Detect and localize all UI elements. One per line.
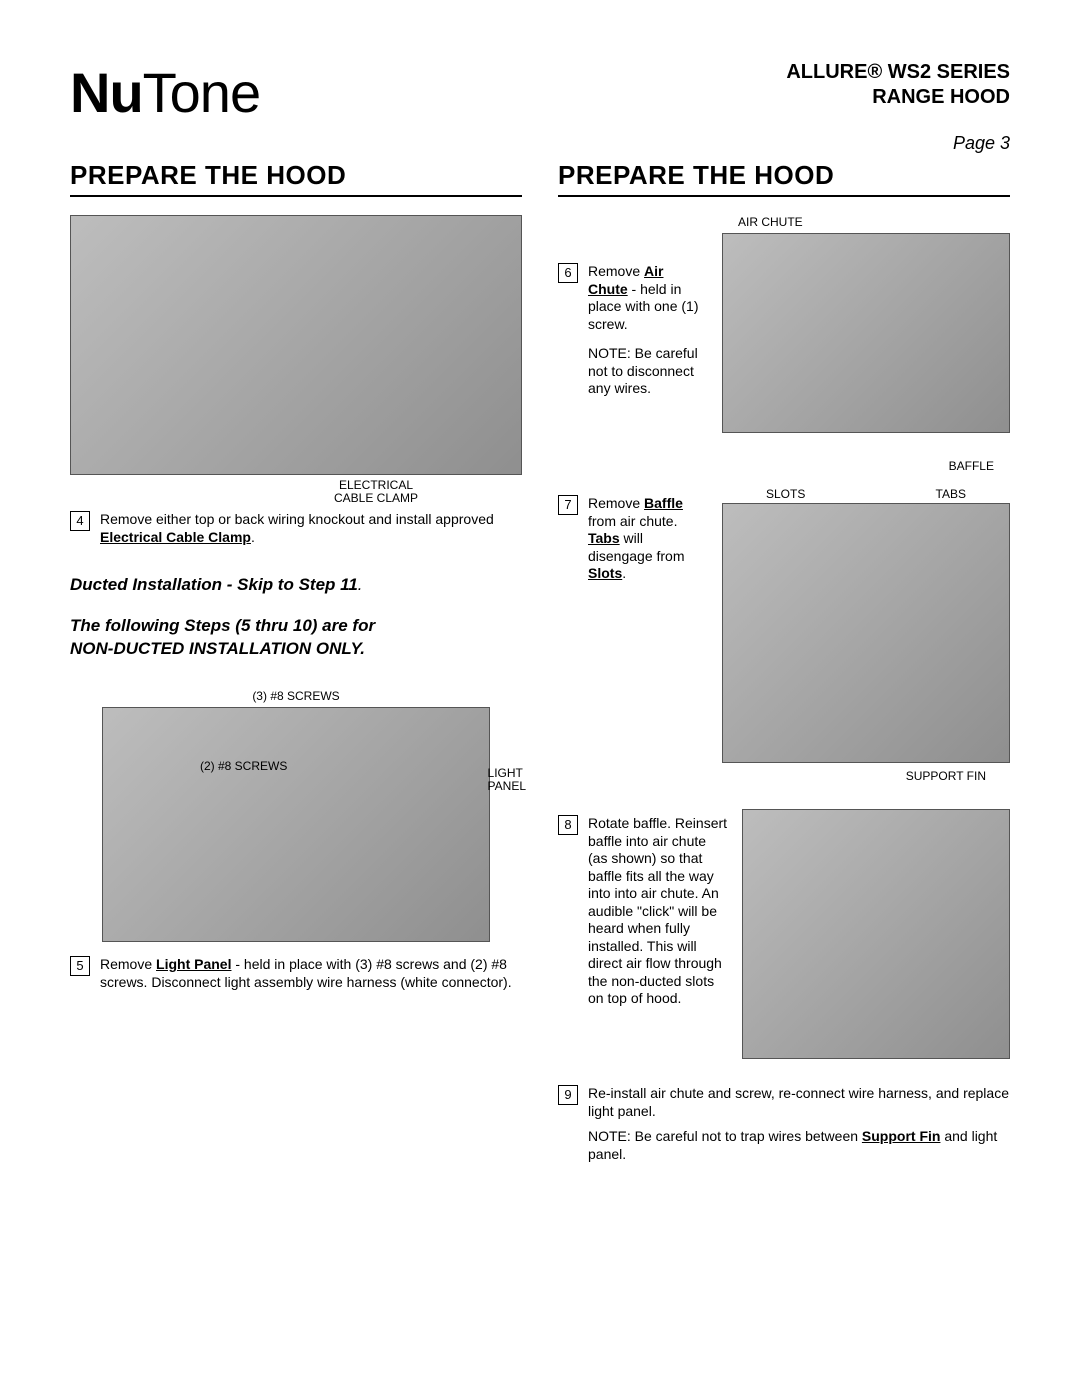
note-sub: The following Steps (5 thru 10) are for …	[70, 615, 522, 661]
step5-number: 5	[70, 956, 90, 976]
step6-text: Remove AirChute - held in place with one…	[588, 263, 708, 398]
step9-text: Re-install air chute and screw, re-conne…	[588, 1085, 1010, 1163]
step5-figure: (3) #8 SCREWS LIGHT PANEL (2) #8 SCREWS	[70, 689, 522, 942]
step-8: 8 Rotate baffle. Reinsert baffle into ai…	[558, 815, 728, 1008]
step6-air: Air	[644, 263, 663, 279]
step8-imgwrap	[742, 809, 1010, 1059]
note-line2: The following Steps (5 thru 10) are for	[70, 616, 375, 635]
note-line1-post: .	[358, 575, 363, 594]
step8-number: 8	[558, 815, 578, 835]
step6-note: NOTE: Be careful not to disconnect any w…	[588, 345, 708, 398]
step4-text: Remove either top or back wiring knockou…	[100, 511, 522, 546]
product-title: ALLURE® WS2 SERIES RANGE HOOD	[786, 60, 1010, 110]
electrical-line2: CABLE CLAMP	[230, 492, 522, 505]
step5-pre: Remove	[100, 956, 156, 972]
step7-image	[722, 503, 1010, 763]
label-baffle: BAFFLE	[722, 459, 994, 473]
step4-number: 4	[70, 511, 90, 531]
page-number: Page 3	[70, 133, 1010, 154]
step-5: 5 Remove Light Panel - held in place wit…	[70, 956, 522, 991]
label-air-chute: AIR CHUTE	[738, 215, 1010, 229]
left-column: PREPARE THE HOOD ELECTRICAL CABLE CLAMP …	[70, 160, 522, 1163]
label-support-fin: SUPPORT FIN	[722, 769, 986, 783]
label-screws2: (2) #8 SCREWS	[200, 759, 287, 773]
right-column: PREPARE THE HOOD 6 Remove AirChute - hel…	[558, 160, 1010, 1163]
step-7: 7 Remove Baffle from air chute. Tabs wil…	[558, 495, 708, 583]
label-screws3: (3) #8 SCREWS	[70, 689, 522, 703]
step6-imgwrap: AIR CHUTE	[722, 215, 1010, 433]
step8-text: Rotate baffle. Reinsert baffle into air …	[588, 815, 728, 1008]
step6-textcol: 6 Remove AirChute - held in place with o…	[558, 215, 708, 433]
step7-pre: Remove	[588, 495, 644, 511]
label-light-panel: LIGHT PANEL	[488, 767, 526, 793]
label-light2: PANEL	[488, 780, 526, 793]
step4-pre: Remove either top or back wiring knockou…	[100, 511, 494, 527]
step7-imgwrap: BAFFLE SLOTS TABS SUPPORT FIN	[722, 459, 1010, 783]
product-line2: RANGE HOOD	[786, 85, 1010, 110]
step8-image	[742, 809, 1010, 1059]
step7-baffle: Baffle	[644, 495, 683, 511]
step7-number: 7	[558, 495, 578, 515]
electrical-callout: ELECTRICAL CABLE CLAMP	[230, 479, 522, 505]
step7-text: Remove Baffle from air chute. Tabs will …	[588, 495, 708, 583]
brand-nu: Nu	[70, 61, 143, 124]
step8-textcol: 8 Rotate baffle. Reinsert baffle into ai…	[558, 809, 728, 1059]
step9-note-bold: Support Fin	[862, 1128, 941, 1144]
step4-post: .	[251, 529, 255, 545]
step9-number: 9	[558, 1085, 578, 1105]
step7-slots: Slots	[588, 565, 622, 581]
step5-text: Remove Light Panel - held in place with …	[100, 956, 522, 991]
product-line1: ALLURE® WS2 SERIES	[786, 60, 1010, 85]
step6-number: 6	[558, 263, 578, 283]
step7-textcol: 7 Remove Baffle from air chute. Tabs wil…	[558, 459, 708, 783]
right-section-title: PREPARE THE HOOD	[558, 160, 1010, 197]
step9-main: Re-install air chute and screw, re-conne…	[588, 1085, 1010, 1120]
label-slots: SLOTS	[766, 487, 805, 501]
step7-mid1: from air chute.	[588, 513, 677, 529]
step7-tabs: Tabs	[588, 530, 620, 546]
step6-image	[722, 233, 1010, 433]
step-4: 4 Remove either top or back wiring knock…	[70, 511, 522, 546]
brand-logo: NuTone	[70, 60, 260, 125]
step6-block: 6 Remove AirChute - held in place with o…	[558, 215, 1010, 433]
main-columns: PREPARE THE HOOD ELECTRICAL CABLE CLAMP …	[70, 160, 1010, 1163]
step9-note: NOTE: Be careful not to trap wires betwe…	[588, 1128, 1010, 1163]
step-9: 9 Re-install air chute and screw, re-con…	[558, 1085, 1010, 1163]
step7-post: .	[622, 565, 626, 581]
step8-block: 8 Rotate baffle. Reinsert baffle into ai…	[558, 809, 1010, 1059]
left-section-title: PREPARE THE HOOD	[70, 160, 522, 197]
label-tabs: TABS	[936, 487, 966, 501]
step4-image	[70, 215, 522, 475]
step4-bold: Electrical Cable Clamp	[100, 529, 251, 545]
installation-note: Ducted Installation - Skip to Step 11. T…	[70, 574, 522, 661]
header: NuTone ALLURE® WS2 SERIES RANGE HOOD	[70, 60, 1010, 125]
step-6: 6 Remove AirChute - held in place with o…	[558, 263, 708, 398]
step6-pre: Remove	[588, 263, 644, 279]
step9-note-pre: NOTE: Be careful not to trap wires betwe…	[588, 1128, 862, 1144]
step6-chute: Chute	[588, 281, 628, 297]
note-line1: Ducted Installation - Skip to Step 11	[70, 575, 358, 594]
brand-tone: Tone	[143, 61, 260, 124]
label-slots-tabs: SLOTS TABS	[766, 487, 966, 501]
step7-block: 7 Remove Baffle from air chute. Tabs wil…	[558, 459, 1010, 783]
step5-image	[102, 707, 491, 942]
step5-bold: Light Panel	[156, 956, 231, 972]
note-line3: NON-DUCTED INSTALLATION ONLY.	[70, 639, 365, 658]
